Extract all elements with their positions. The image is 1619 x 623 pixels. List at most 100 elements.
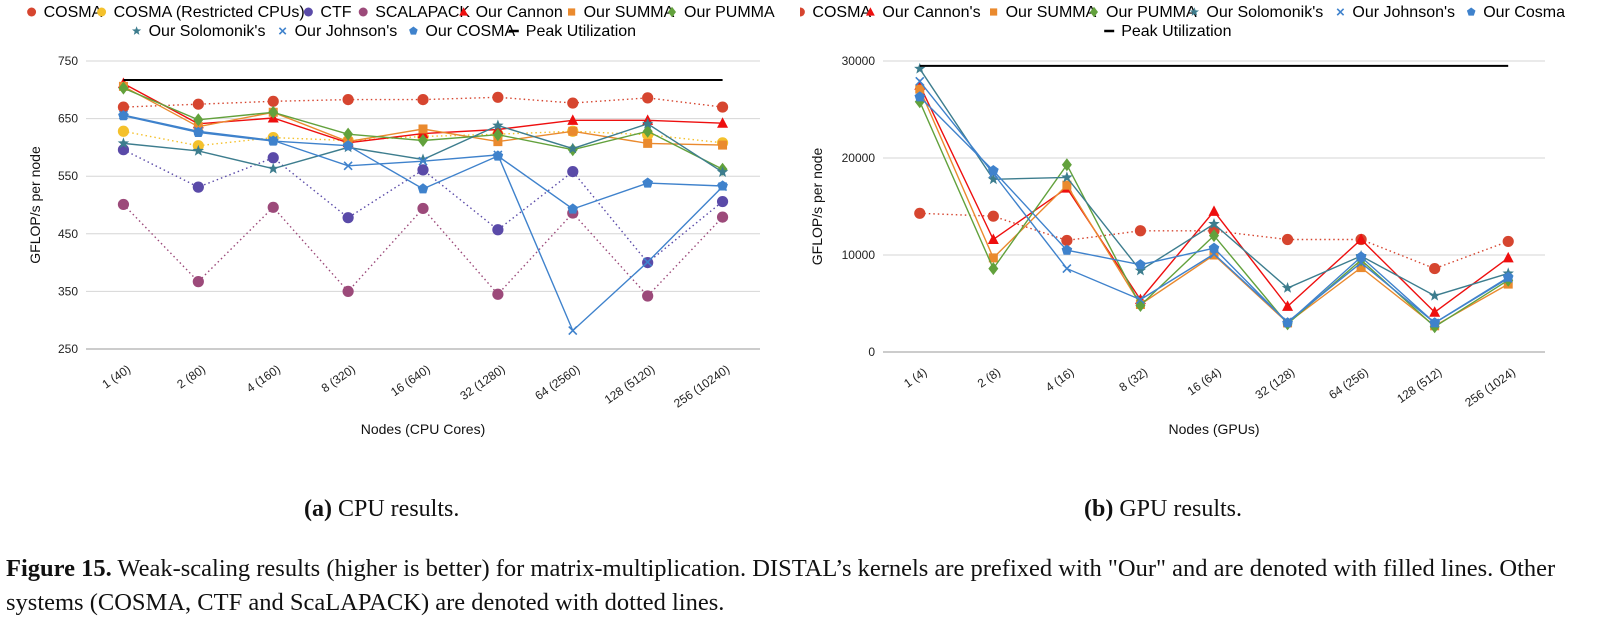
gpu-x-tick-label: 128 (512) [1394,365,1444,406]
gpu-point-our-cannon-s [1355,233,1367,244]
gpu-point-our-johnson-s [1062,264,1072,274]
gpu-point-our-solomonik-s [1134,264,1147,276]
gpu-point-cosma [1429,262,1441,275]
gpu-point-our-cosma [1429,317,1440,328]
cpu-x-tick-label: 1 (40) [99,362,133,391]
cpu-line-scalapack [122,203,724,298]
cpu-point-scalapack [492,288,504,300]
gpu-point-our-summa [1062,180,1072,190]
cpu-point-our-pumma [268,105,279,119]
cpu-point-our-cosma [642,177,653,188]
gpu-point-our-cosma [1061,244,1073,255]
gpu-point-our-solomonik-s [1061,171,1073,183]
cpu-point-cosma [642,92,654,104]
cpu-legend-label-our-cosma: Our COSMA [425,23,515,40]
cpu-point-our-cosma [193,126,204,137]
cpu-point-our-pumma [642,124,653,138]
gpu-legend-label-peak-utilization: Peak Utilization [1121,23,1231,40]
cpu-series-our-cosma [118,110,728,214]
gpu-chart: 0 10000 20000 30000 1 (4) 2 (8) 4 (16) 8 (32) 16… [800,4,1565,437]
gpu-legend-item-our-cosma: Our Cosma [1466,4,1565,21]
cpu-chart: 250 350 450 550 650 750 1 (40) 2 (80) 4 (160) 8 (… [27,4,775,437]
cpu-legend-marker-our-summa [568,8,576,16]
cpu-point-our-cosma [492,150,504,161]
cpu-legend-item-our-summa: Our SUMMA [568,4,675,21]
cpu-point-our-pumma [343,127,354,141]
cpu-point-scalapack [117,198,130,211]
gpu-y-tick-label: 0 [868,345,875,359]
cpu-point-scalapack [342,285,354,297]
cpu-legend-item-cosma: COSMA [27,4,103,21]
cpu-point-our-johnson-s [643,257,653,267]
cpu-x-axis-title: Nodes (CPU Cores) [361,421,485,437]
cpu-legend-label-our-pumma: Our PUMMA [684,4,775,21]
gpu-legend-item-our-johnson-s: Our Johnson's [1336,4,1455,21]
cpu-point-our-cosma [717,180,728,191]
cpu-point-scalapack [267,201,279,213]
cpu-legend-label-scalapack: SCALAPACK [375,4,470,21]
cpu-x-tick-label: 16 (640) [388,362,433,399]
cpu-point-our-summa [193,122,203,132]
cpu-legend-label-our-johnson-s: Our Johnson's [295,23,398,40]
gpu-point-our-solomonik-s [1429,289,1441,301]
cpu-line-our-johnson-s [123,114,724,332]
gpu-point-our-solomonik-s [987,173,999,185]
cpu-point-our-solomonik-s [417,153,429,165]
gpu-legend-marker-our-summa [990,8,998,16]
gpu-series-our-cosma [914,91,1514,328]
cpu-line-cosma [123,96,723,108]
cpu-point-our-cosma [417,183,429,194]
cpu-legend-label-cosma-restricted-cpus: COSMA (Restricted CPUs) [114,4,305,21]
cpu-point-cosma [192,98,204,110]
cpu-legend-marker-cosma-restricted-cpus [97,7,107,17]
cpu-point-our-solomonik-s [567,142,579,154]
cpu-x-tick-label: 64 (2560) [532,362,582,403]
gpu-point-our-summa [915,84,925,94]
cpu-point-cosma [417,93,429,106]
cpu-point-our-pumma [418,133,428,147]
subcaption-cpu-text: CPU results. [337,496,460,522]
cpu-point-scalapack [716,211,729,223]
gpu-point-cosma [1061,234,1073,247]
gpu-x-tick-label: 16 (64) [1185,365,1224,398]
gpu-point-our-cannon-s [987,233,999,244]
cpu-legend-item-scalapack: SCALAPACK [358,4,470,21]
cpu-point-our-cosma [567,203,579,214]
cpu-point-our-johnson-s [568,326,578,336]
gpu-legend-item-cosma: COSMA [800,4,871,21]
gpu-point-cosma [1134,225,1147,237]
cpu-point-our-pumma [118,81,129,95]
cpu-legend-item-our-cosma: Our COSMA [409,23,516,40]
gpu-legend-marker-our-cannon-s [866,7,875,16]
gpu-point-cosma [914,207,926,219]
cpu-point-our-solomonik-s [642,117,654,129]
subcaption-gpu-label: (b) [1084,496,1114,522]
figure-caption: Figure 15. Weak-scaling results (higher … [6,552,1616,620]
cpu-legend-item-our-pumma: Our PUMMA [668,4,775,21]
gpu-point-cosma [1502,235,1514,248]
gpu-legend-label-our-cannon-s: Our Cannon's [882,4,980,21]
gpu-point-our-cannon-s [1208,205,1220,216]
gpu-point-our-pumma [1061,158,1072,172]
gpu-legend-label-our-pumma: Our PUMMA [1106,4,1197,21]
cpu-point-our-summa [568,126,578,136]
cpu-legend-marker-our-solomonik-s [132,26,142,35]
gpu-x-tick-label: 4 (16) [1043,365,1077,394]
figure-caption-text: Weak-scaling results (higher is better) … [6,555,1556,616]
cpu-point-our-pumma [193,113,204,127]
gpu-point-our-summa [988,253,998,263]
cpu-point-our-solomonik-s [267,162,279,174]
gpu-point-our-cosma [1135,259,1146,270]
gpu-point-our-johnson-s [1135,295,1146,305]
cpu-point-our-cannon [567,114,579,125]
cpu-legend-marker-scalapack [358,7,368,17]
cpu-legend: COSMA COSMA (Restricted CPUs) CTF SCALAPACK… [27,4,775,40]
gpu-legend-item-peak-utilization: Peak Utilization [1104,23,1231,40]
cpu-point-our-cosma [342,140,354,151]
gpu-x-tick-label: 1 (4) [901,365,929,391]
cpu-y-axis-title: GFLOP/s per node [27,146,43,264]
gpu-line-our-johnson-s [919,80,1509,324]
cpu-point-our-johnson-s [418,156,428,166]
cpu-legend-item-our-cannon: Our Cannon [459,4,563,21]
gpu-legend-marker-our-pumma [1090,6,1098,18]
